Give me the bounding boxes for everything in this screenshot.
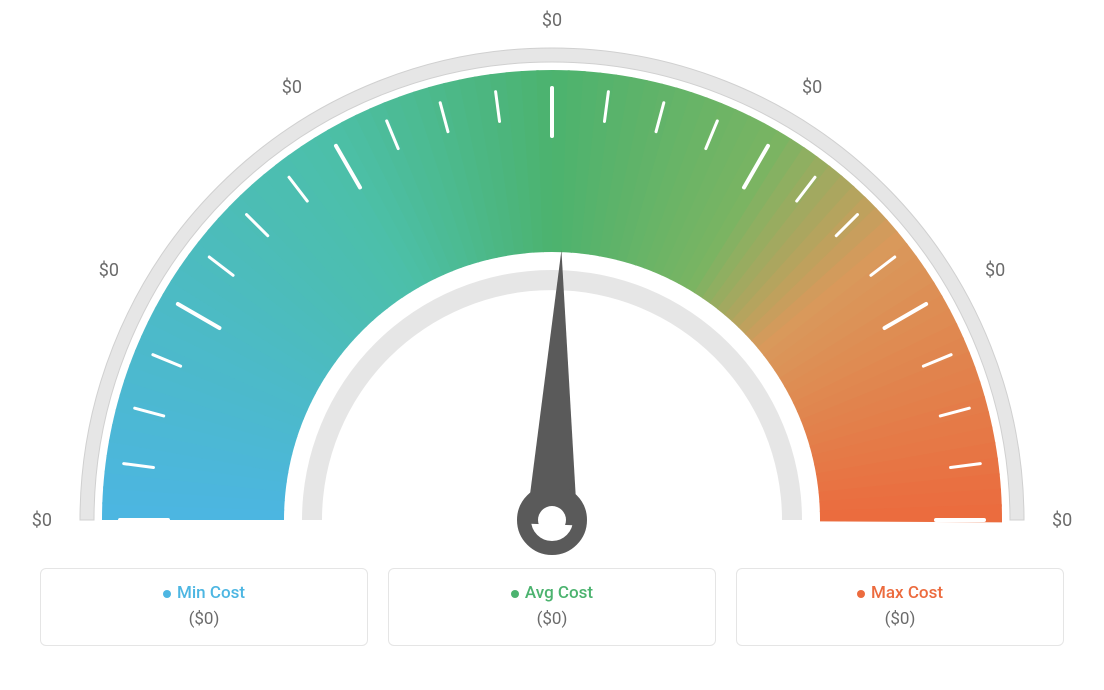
gauge-svg: $0 $0 $0 $0 $0 $0 $0 [0, 0, 1104, 560]
scale-label: $0 [985, 260, 1005, 281]
scale-label: $0 [99, 260, 119, 281]
legend-dot-max [857, 590, 865, 598]
scale-label: $0 [542, 10, 562, 31]
legend-title-avg: Avg Cost [399, 583, 705, 603]
legend-label-min: Min Cost [177, 583, 245, 603]
legend-card-min: Min Cost ($0) [40, 568, 368, 646]
legend-label-max: Max Cost [871, 583, 943, 603]
legend-label-avg: Avg Cost [525, 583, 593, 603]
legend-card-avg: Avg Cost ($0) [388, 568, 716, 646]
scale-label: $0 [1052, 510, 1072, 531]
legend-title-min: Min Cost [51, 583, 357, 603]
scale-label: $0 [802, 77, 822, 98]
legend-value-min: ($0) [51, 609, 357, 629]
legend-value-max: ($0) [747, 609, 1053, 629]
legend-dot-avg [511, 590, 519, 598]
scale-label: $0 [282, 77, 302, 98]
gauge-chart: $0 $0 $0 $0 $0 $0 $0 [0, 0, 1104, 560]
legend-row: Min Cost ($0) Avg Cost ($0) Max Cost ($0… [0, 568, 1104, 646]
legend-card-max: Max Cost ($0) [736, 568, 1064, 646]
legend-dot-min [163, 590, 171, 598]
legend-title-max: Max Cost [747, 583, 1053, 603]
scale-label: $0 [32, 510, 52, 531]
legend-value-avg: ($0) [399, 609, 705, 629]
